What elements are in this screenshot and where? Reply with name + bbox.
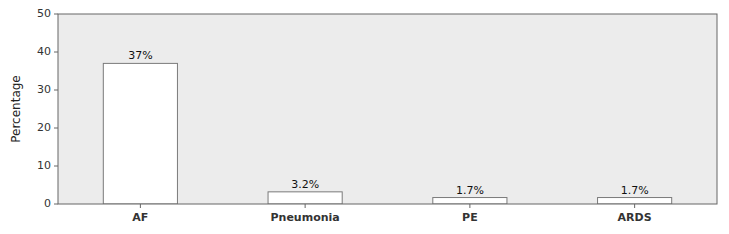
x-axis: AF Pneumonia PE ARDS: [132, 204, 651, 224]
x-tick-label: ARDS: [618, 211, 652, 224]
x-tick-label: PE: [462, 211, 478, 224]
y-tick: [54, 90, 58, 91]
y-axis: 0 10 20 30 40 50: [37, 7, 58, 210]
y-tick: [54, 52, 58, 53]
chart: 0 10 20 30 40 50 Percentage AF Pneumonia PE ARDS 37…: [0, 0, 729, 234]
bar: [268, 192, 342, 204]
data-label: 37%: [128, 49, 152, 62]
y-tick-label: 0: [44, 197, 51, 210]
bars: [103, 63, 671, 204]
x-tick: [634, 204, 635, 208]
y-tick: [54, 14, 58, 15]
y-tick-label: 40: [37, 45, 51, 58]
x-tick: [140, 204, 141, 208]
y-tick: [54, 166, 58, 167]
data-label: 1.7%: [621, 184, 649, 197]
x-tick-label: AF: [132, 211, 148, 224]
data-label: 3.2%: [291, 178, 319, 191]
y-tick-label: 50: [37, 7, 51, 20]
y-tick-label: 10: [37, 159, 51, 172]
plot-frame: [58, 14, 717, 204]
data-labels: 37% 3.2% 1.7% 1.7%: [128, 49, 648, 196]
chart-container: 0 10 20 30 40 50 Percentage AF Pneumonia PE ARDS 37…: [0, 0, 729, 234]
y-tick: [54, 204, 58, 205]
x-tick-label: Pneumonia: [271, 211, 340, 224]
y-tick-label: 20: [37, 121, 51, 134]
bar: [598, 198, 672, 204]
bar: [433, 198, 507, 204]
y-axis-label: Percentage: [9, 75, 23, 143]
x-tick: [305, 204, 306, 208]
x-tick: [469, 204, 470, 208]
y-tick-label: 30: [37, 83, 51, 96]
bar: [103, 63, 177, 204]
y-tick: [54, 128, 58, 129]
data-label: 1.7%: [456, 184, 484, 197]
plot-background: [58, 14, 717, 204]
